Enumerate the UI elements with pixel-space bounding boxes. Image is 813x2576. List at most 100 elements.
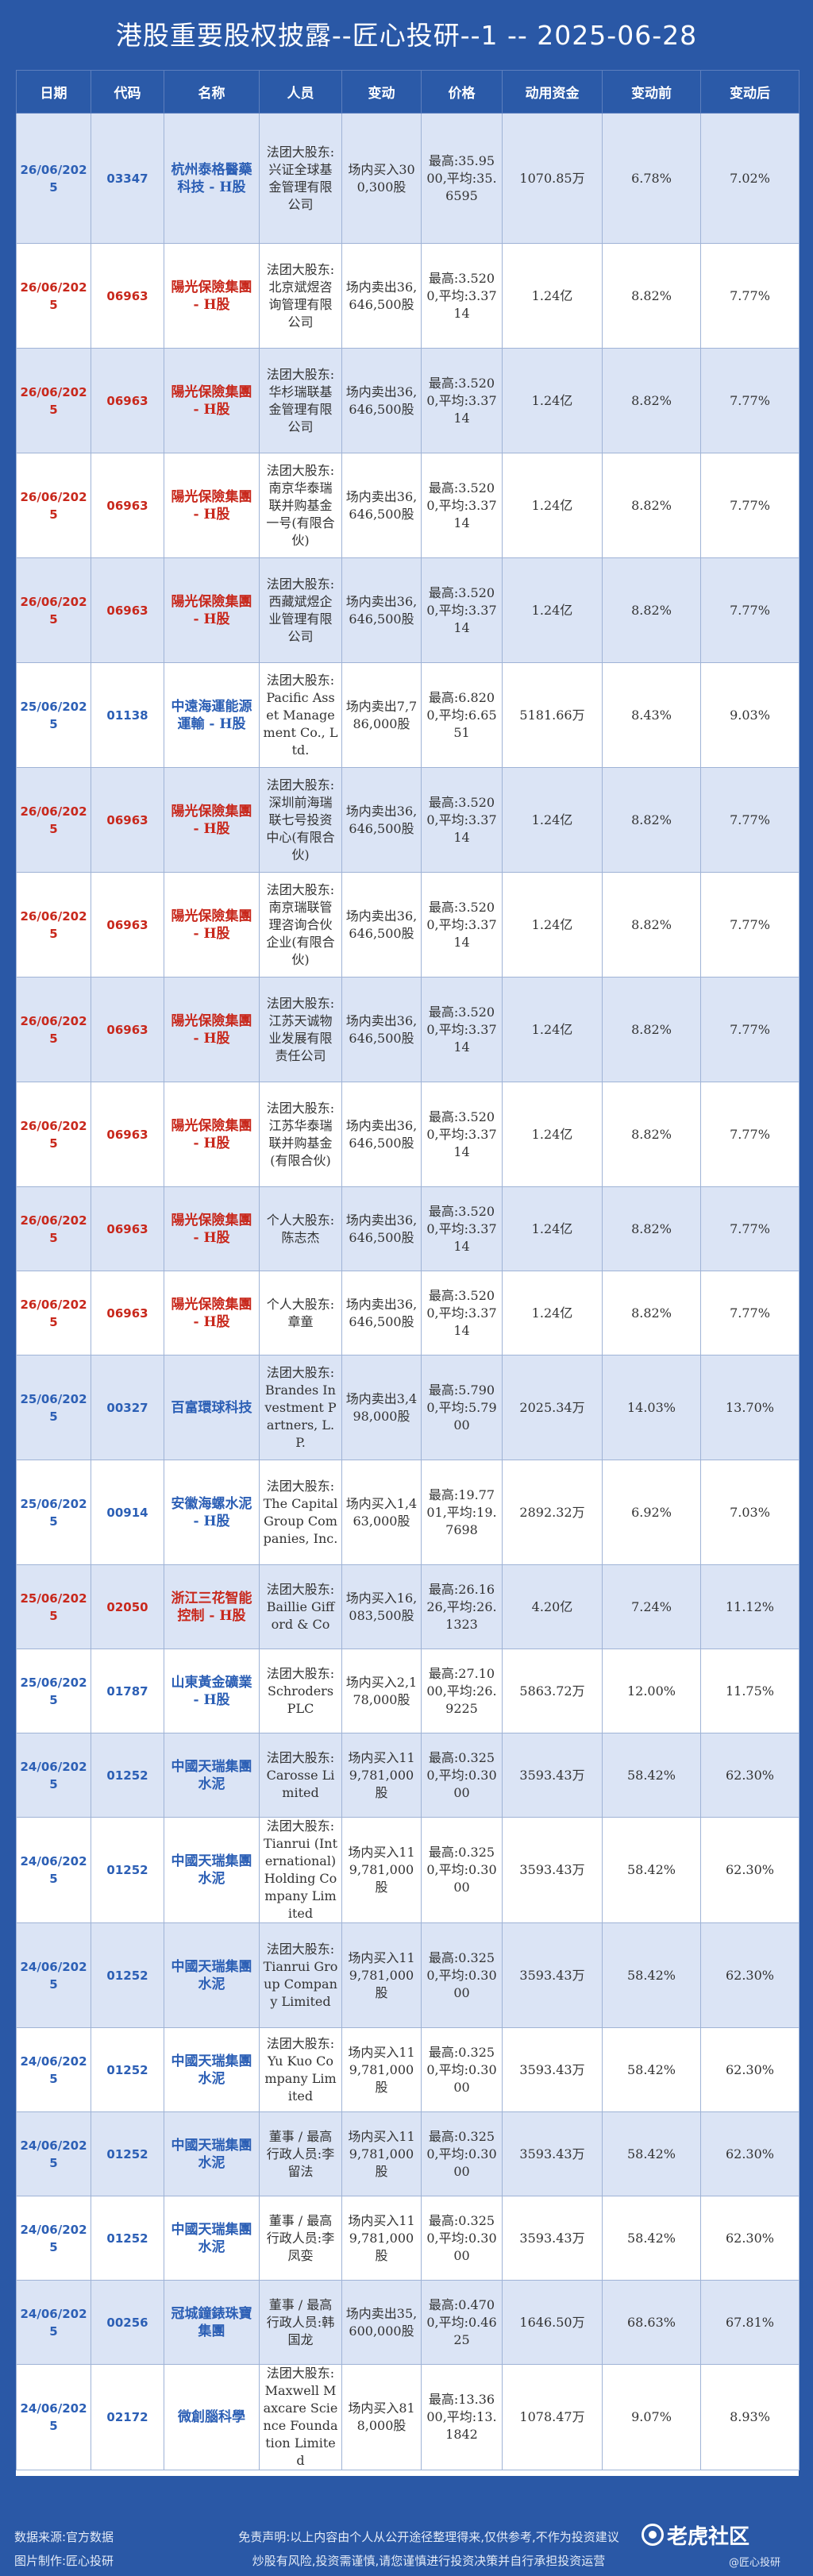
cell-name: 中國天瑞集團水泥: [164, 1817, 260, 1923]
cell-before: 68.63%: [602, 2280, 701, 2365]
cell-code: 06963: [91, 243, 164, 349]
cell-person: 法团大股东:Yu Kuo Company Limited: [259, 2027, 342, 2112]
cell-change: 场内买入2,178,000股: [341, 1649, 422, 1733]
cell-price: 最高:19.7701,平均:19.7698: [421, 1460, 503, 1565]
cell-date: 24/06/2025: [16, 2196, 91, 2281]
cell-code: 02050: [91, 1564, 164, 1649]
cell-price: 最高:0.4700,平均:0.4625: [421, 2280, 503, 2365]
cell-price: 最高:13.3600,平均:13.1842: [421, 2364, 503, 2470]
cell-person: 法团大股东:Maxwell Maxcare Science Foundation…: [259, 2364, 342, 2470]
cell-price: 最高:26.1626,平均:26.1323: [421, 1564, 503, 1649]
cell-name: 陽光保險集團 - H股: [164, 1082, 260, 1187]
header-date: 日期: [16, 70, 91, 114]
cell-price: 最高:35.9500,平均:35.6595: [421, 113, 503, 244]
cell-person: 法团大股东:北京斌煜咨询管理有限公司: [259, 243, 342, 349]
cell-change: 场内卖出36,646,500股: [341, 1082, 422, 1187]
cell-price: 最高:3.5200,平均:3.3714: [421, 557, 503, 663]
cell-after: 13.70%: [700, 1355, 800, 1460]
cell-date: 26/06/2025: [16, 1082, 91, 1187]
cell-price: 最高:0.3250,平均:0.3000: [421, 2027, 503, 2112]
cell-name: 陽光保險集團 - H股: [164, 348, 260, 453]
cell-after: 8.93%: [700, 2364, 800, 2470]
cell-after: 62.30%: [700, 1733, 800, 1818]
cell-date: 26/06/2025: [16, 977, 91, 1082]
header-price: 价格: [421, 70, 503, 114]
cell-person: 法团大股东:The Capital Group Companies, Inc.: [259, 1460, 342, 1565]
table-row: 24/06/2025 01252 中國天瑞集團水泥 董事 / 最高行政人员:李凤娈 场内…: [16, 2196, 800, 2281]
cell-date: 26/06/2025: [16, 1271, 91, 1355]
table-row: 24/06/2025 01252 中國天瑞集團水泥 董事 / 最高行政人员:李留法 场内…: [16, 2111, 800, 2196]
disclosure-table-container: 日期 代码 名称 人员 变动 价格 动用资金 变动前 变动后 26/06/202…: [16, 70, 800, 2476]
cell-after: 67.81%: [700, 2280, 800, 2365]
footer-brand-handle: @匠心投研: [729, 2557, 781, 2569]
table-row: 24/06/2025 01252 中國天瑞集團水泥 法团大股东:Carosse Lim…: [16, 1733, 800, 1818]
table-row: 26/06/2025 06963 陽光保險集團 - H股 法团大股东:江苏天诚物业发展…: [16, 977, 800, 1082]
cell-price: 最高:3.5200,平均:3.3714: [421, 1186, 503, 1271]
cell-change: 场内卖出36,646,500股: [341, 453, 422, 558]
cell-after: 7.77%: [700, 557, 800, 663]
cell-price: 最高:0.3250,平均:0.3000: [421, 2111, 503, 2196]
cell-price: 最高:0.3250,平均:0.3000: [421, 1733, 503, 1818]
cell-name: 陽光保險集團 - H股: [164, 243, 260, 349]
cell-person: 个人大股东:章童: [259, 1271, 342, 1355]
header-change: 变动: [341, 70, 422, 114]
cell-change: 场内卖出36,646,500股: [341, 767, 422, 873]
cell-funds: 1.24亿: [502, 1082, 603, 1187]
cell-name: 中國天瑞集團水泥: [164, 1922, 260, 2028]
cell-person: 法团大股东:Baillie Gifford & Co: [259, 1564, 342, 1649]
table-row: 26/06/2025 06963 陽光保險集團 - H股 法团大股东:北京斌煜咨询管理…: [16, 243, 800, 349]
cell-funds: 3593.43万: [502, 1922, 603, 2028]
table-row: 24/06/2025 01252 中國天瑞集團水泥 法团大股东:Tianrui (In…: [16, 1817, 800, 1923]
cell-change: 场内买入119,781,000股: [341, 2027, 422, 2112]
cell-price: 最高:3.5200,平均:3.3714: [421, 1271, 503, 1355]
cell-code: 03347: [91, 113, 164, 244]
cell-change: 场内卖出36,646,500股: [341, 348, 422, 453]
cell-name: 中國天瑞集團水泥: [164, 2196, 260, 2281]
cell-before: 58.42%: [602, 1733, 701, 1818]
table-row: 26/06/2025 06963 陽光保險集團 - H股 法团大股东:西藏斌煜企业管理…: [16, 557, 800, 663]
cell-person: 法团大股东:Pacific Asset Management Co., Ltd.: [259, 662, 342, 768]
cell-person: 法团大股东:Tianrui Group Company Limited: [259, 1922, 342, 2028]
cell-code: 00256: [91, 2280, 164, 2365]
cell-code: 06963: [91, 767, 164, 873]
cell-name: 冠城鐘錶珠寶集團: [164, 2280, 260, 2365]
cell-change: 场内卖出36,646,500股: [341, 243, 422, 349]
cell-before: 58.42%: [602, 1817, 701, 1923]
table-row: 25/06/2025 02050 浙江三花智能控制 - H股 法团大股东:Bailli…: [16, 1564, 800, 1649]
header-person: 人员: [259, 70, 342, 114]
cell-code: 01252: [91, 1922, 164, 2028]
cell-date: 25/06/2025: [16, 662, 91, 768]
cell-code: 01252: [91, 1733, 164, 1818]
cell-before: 8.82%: [602, 1082, 701, 1187]
cell-name: 中國天瑞集團水泥: [164, 1733, 260, 1818]
cell-funds: 1.24亿: [502, 1186, 603, 1271]
cell-person: 董事 / 最高行政人员:韩国龙: [259, 2280, 342, 2365]
cell-date: 26/06/2025: [16, 348, 91, 453]
cell-after: 62.30%: [700, 1817, 800, 1923]
cell-code: 01252: [91, 2027, 164, 2112]
header-funds: 动用资金: [502, 70, 603, 114]
cell-person: 法团大股东:兴证全球基金管理有限公司: [259, 113, 342, 244]
cell-change: 场内卖出7,786,000股: [341, 662, 422, 768]
table-row: 24/06/2025 01252 中國天瑞集團水泥 法团大股东:Tianrui Gro…: [16, 1922, 800, 2028]
cell-date: 24/06/2025: [16, 1817, 91, 1923]
cell-person: 法团大股东:南京华泰瑞联并购基金一号(有限合伙): [259, 453, 342, 558]
cell-before: 9.07%: [602, 2364, 701, 2470]
cell-person: 法团大股东:Brandes Investment Partners, L.P.: [259, 1355, 342, 1460]
cell-name: 中遠海運能源運輸 - H股: [164, 662, 260, 768]
table-row: 26/06/2025 06963 陽光保險集團 - H股 法团大股东:深圳前海瑞联七号…: [16, 767, 800, 873]
cell-person: 法团大股东:华杉瑞联基金管理有限公司: [259, 348, 342, 453]
cell-change: 场内卖出3,498,000股: [341, 1355, 422, 1460]
cell-name: 浙江三花智能控制 - H股: [164, 1564, 260, 1649]
cell-funds: 5181.66万: [502, 662, 603, 768]
cell-code: 06963: [91, 977, 164, 1082]
cell-after: 9.03%: [700, 662, 800, 768]
cell-funds: 1.24亿: [502, 348, 603, 453]
cell-change: 场内卖出35,600,000股: [341, 2280, 422, 2365]
table-row: 26/06/2025 06963 陽光保險集團 - H股 个人大股东:章童 场内卖出36…: [16, 1271, 800, 1355]
cell-code: 06963: [91, 557, 164, 663]
cell-funds: 3593.43万: [502, 2196, 603, 2281]
cell-after: 11.75%: [700, 1649, 800, 1733]
footer-disclaimer-line-1: 免责声明:以上内容由个人从公开途径整理得来,仅供参考,不作为投资建议: [238, 2530, 619, 2544]
